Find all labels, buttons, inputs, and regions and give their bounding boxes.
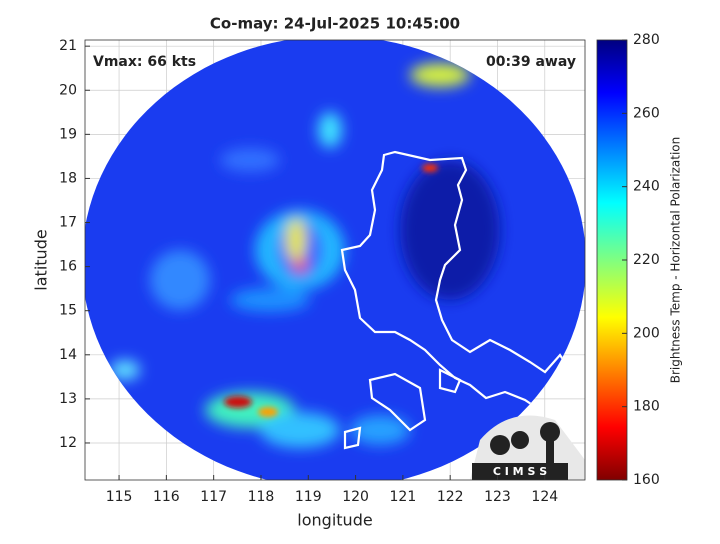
x-tick-label: 122 (437, 489, 464, 505)
x-tick-label: 123 (484, 489, 511, 505)
x-tick-label: 119 (295, 489, 322, 505)
colorbar-tick-label: 220 (633, 252, 660, 268)
annotation: 00:39 away (486, 54, 576, 70)
x-tick-label: 116 (153, 489, 180, 505)
y-tick-label: 15 (59, 303, 77, 319)
y-tick-label: 19 (59, 126, 77, 142)
colorbar-tick-label: 180 (633, 399, 660, 415)
colorbar-tick-label: 240 (633, 179, 660, 195)
y-tick-label: 14 (59, 347, 77, 363)
y-tick-label: 12 (59, 435, 77, 451)
axes-frame (84, 39, 586, 481)
brightness-image: C I M S S (85, 40, 585, 480)
annotation: Vmax: 66 kts (93, 54, 196, 70)
colorbar-tick-label: 160 (633, 472, 660, 488)
x-tick-label: 124 (531, 489, 558, 505)
y-tick-label: 20 (59, 82, 77, 98)
colorbar-tick-label: 260 (633, 105, 660, 121)
y-tick-label: 18 (59, 170, 77, 186)
cimss-logo: C I M S S (470, 415, 585, 480)
x-tick-label: 118 (248, 489, 275, 505)
colorbar-tick-label: 200 (633, 325, 660, 341)
y-axis-label: latitude (32, 229, 51, 290)
y-tick-label: 17 (59, 215, 77, 231)
colorbar-tick-label: 280 (633, 32, 660, 48)
y-tick-label: 13 (59, 391, 77, 407)
y-tick-label: 21 (59, 38, 77, 54)
y-tick-label: 16 (59, 259, 77, 275)
colorbar-label: Brightness Temp - Horizontal Polarizatio… (669, 137, 683, 384)
x-tick-label: 120 (342, 489, 369, 505)
chart-title: Co-may: 24-Jul-2025 10:45:00 (210, 15, 460, 33)
x-axis-label: longitude (297, 511, 372, 530)
x-tick-label: 115 (106, 489, 133, 505)
x-tick-label: 121 (390, 489, 417, 505)
logo-text: C I M S S (493, 465, 547, 478)
x-tick-label: 117 (200, 489, 227, 505)
